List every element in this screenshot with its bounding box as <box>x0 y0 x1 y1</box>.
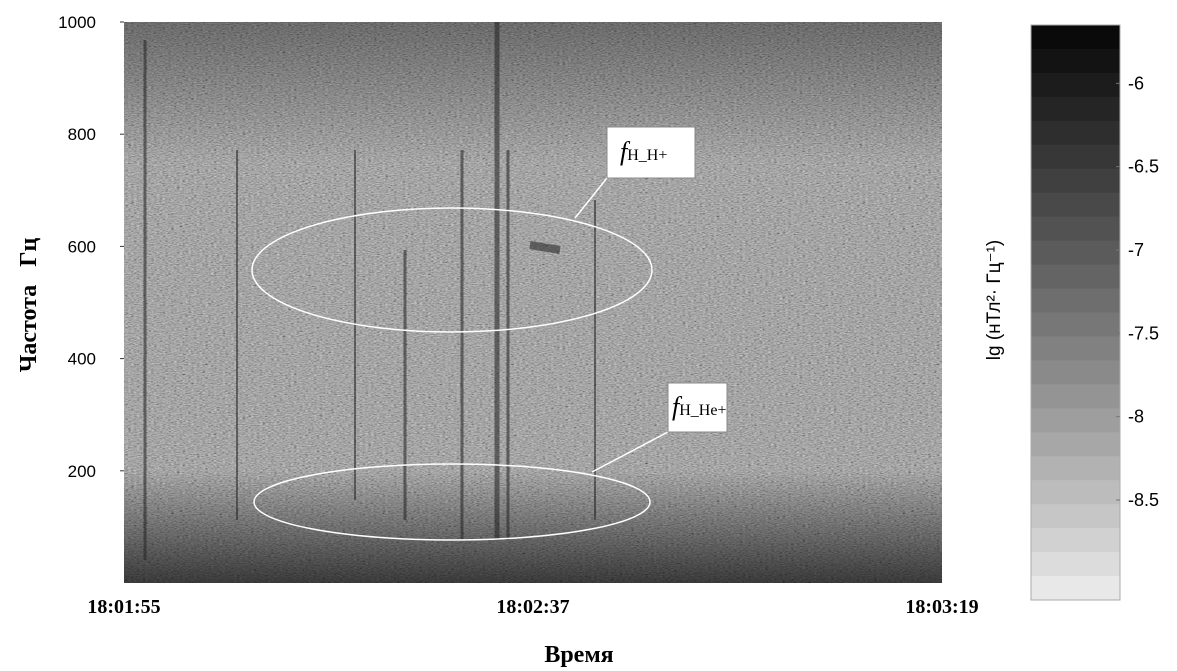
colorbar-band <box>1031 360 1120 385</box>
colorbar-tick-label: -6 <box>1128 73 1144 93</box>
colorbar-bands <box>1031 25 1120 601</box>
colorbar-band <box>1031 192 1120 218</box>
colorbar-band <box>1031 312 1120 337</box>
x-tick-label: 18:02:37 <box>496 596 569 618</box>
colorbar-tick-label: -7 <box>1128 240 1144 260</box>
colorbar-band <box>1031 168 1120 194</box>
colorbar-band <box>1031 576 1120 601</box>
colorbar-band <box>1031 96 1120 122</box>
x-tick-label: 18:03:19 <box>905 596 978 618</box>
y-tick-label: 600 <box>68 237 96 256</box>
colorbar-frame <box>1030 24 1121 601</box>
colorbar-band <box>1031 504 1120 529</box>
colorbar-band <box>1031 25 1120 50</box>
annotation-box <box>667 382 728 433</box>
colorbar-band <box>1031 288 1120 313</box>
annotation: fH_He+ <box>672 392 726 421</box>
x-tick-label: 18:01:55 <box>87 596 160 618</box>
spectrogram <box>124 22 942 583</box>
y-tick-label: 400 <box>68 350 96 369</box>
colorbar-tick-label: -6.5 <box>1128 157 1159 177</box>
y-axis-label: Частота Гц <box>16 238 42 373</box>
y-tick-label: 800 <box>68 125 96 144</box>
colorbar-band <box>1031 528 1120 553</box>
colorbar-band <box>1031 120 1120 146</box>
colorbar-tick-label: -8.5 <box>1128 490 1159 510</box>
colorbar-tick-label: -8 <box>1128 407 1144 427</box>
annotation-box <box>606 126 696 179</box>
y-tick-label: 200 <box>68 462 96 481</box>
annotation: fH_H+ <box>620 137 667 166</box>
colorbar-band <box>1031 384 1120 409</box>
colorbar-band <box>1031 480 1120 505</box>
colorbar-band <box>1031 72 1120 98</box>
colorbar-band <box>1031 264 1120 290</box>
colorbar-band <box>1031 48 1120 74</box>
annotation-subscript: H_He+ <box>679 402 726 419</box>
colorbar-band <box>1031 216 1120 242</box>
colorbar-band <box>1031 336 1120 361</box>
annotation-symbol: f <box>672 392 683 421</box>
x-axis-label: Время <box>544 642 613 668</box>
spectrogram-shade <box>124 22 942 583</box>
colorbar-label: lg (нТл²· Гц⁻¹) <box>984 240 1005 361</box>
y-tick-label: 1000 <box>58 13 96 32</box>
annotation-subscript: H_H+ <box>627 147 667 164</box>
colorbar-tick-label: -7.5 <box>1128 323 1159 343</box>
colorbar-band <box>1031 456 1120 481</box>
colorbar-band <box>1031 144 1120 170</box>
colorbar-band <box>1031 432 1120 457</box>
colorbar-band <box>1031 552 1120 577</box>
annotation-shapes <box>251 177 669 541</box>
colorbar-band <box>1031 240 1120 266</box>
annotation-symbol: f <box>620 137 631 166</box>
colorbar-band <box>1031 408 1120 433</box>
